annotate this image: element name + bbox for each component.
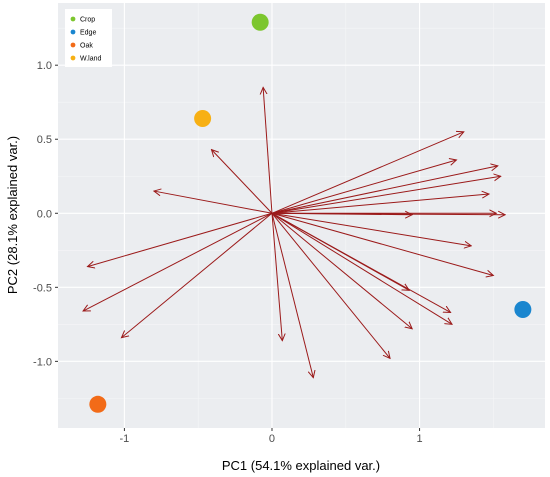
y-tick-label: 0.5: [37, 134, 52, 146]
loading-arrow: [271, 212, 409, 290]
loading-arrow: [121, 212, 273, 337]
x-tick-label: 0: [269, 433, 275, 445]
score-points: [89, 13, 532, 413]
point-oak: [89, 395, 107, 413]
loading-arrow: [88, 212, 273, 266]
loading-arrow: [263, 87, 273, 214]
loading-arrow: [271, 160, 456, 214]
legend-label: Edge: [80, 30, 96, 37]
plot-panel: [58, 3, 545, 428]
point-w-land: [194, 110, 212, 128]
loading-arrow: [271, 212, 452, 324]
x-tick-label: 1: [416, 433, 422, 445]
legend-label: Oak: [80, 43, 93, 50]
x-axis: -1 0 1: [120, 428, 423, 445]
x-axis-title: PC1 (54.1% explained var.): [222, 458, 380, 473]
loading-arrow: [271, 213, 313, 377]
loading-arrow: [271, 166, 498, 214]
legend-key: [70, 16, 76, 22]
loading-arrow: [271, 212, 471, 246]
point-edge: [514, 301, 532, 319]
loading-arrow: [271, 194, 489, 214]
loading-arrow: [271, 213, 282, 340]
point-crop: [251, 13, 269, 31]
x-tick-label: -1: [120, 433, 130, 445]
y-axis-title: PC2 (28.1% explained var.): [5, 136, 20, 294]
loading-arrows: [83, 87, 505, 377]
loading-arrow: [271, 176, 501, 214]
legend-key: [70, 55, 76, 61]
legend-key: [70, 42, 76, 48]
legend-label: Crop: [80, 17, 95, 24]
y-axis: -1.0 -0.5 0.0 0.5 1.0: [33, 60, 58, 368]
y-tick-label: -1.0: [33, 356, 52, 368]
loading-arrow: [271, 212, 390, 358]
loading-arrow: [211, 150, 273, 214]
legend-key: [70, 29, 76, 35]
loading-arrow: [154, 191, 273, 214]
y-tick-label: -0.5: [33, 282, 52, 294]
loading-arrow: [271, 212, 493, 275]
legend: Crop Edge Oak W.land: [65, 9, 112, 67]
grid-major: [58, 3, 545, 428]
y-tick-label: 1.0: [37, 60, 52, 72]
legend-label: W.land: [80, 56, 102, 63]
loading-arrow: [83, 212, 273, 311]
loading-arrow: [271, 132, 464, 214]
loading-arrow: [271, 212, 412, 329]
loading-arrow: [271, 213, 505, 214]
y-tick-label: 0.0: [37, 208, 52, 220]
